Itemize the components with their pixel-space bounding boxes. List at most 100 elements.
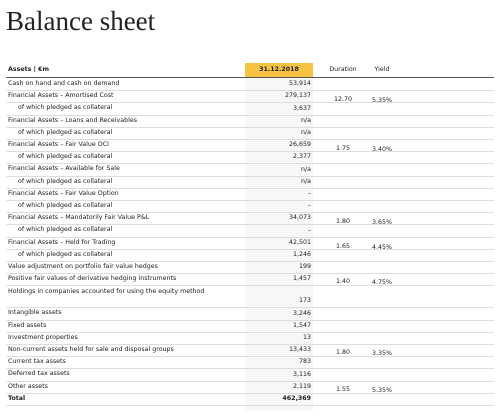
row-value: 1,246	[292, 251, 311, 258]
row-label: Financial Assets – Available for Sale	[8, 165, 120, 173]
yield: 3.40%	[371, 146, 392, 153]
row-value: 462,369	[282, 395, 311, 402]
row-value: 279,137	[284, 92, 311, 100]
row-label: of which pledged as collateral	[18, 104, 113, 112]
duration: 1.80	[335, 349, 351, 356]
row-divider	[6, 248, 494, 250]
title: Balance sheet	[6, 6, 156, 36]
row-label: Financial Assets – Fair Value Option	[8, 189, 119, 197]
row-value: 1,457	[292, 275, 311, 283]
row-value: 53,914	[288, 80, 311, 88]
row-value: 3,246	[292, 309, 311, 317]
duration: 1.80	[335, 218, 351, 226]
yield: 4.75%	[371, 279, 392, 287]
row-divider	[6, 139, 494, 140]
row-label: Other assets	[8, 382, 48, 390]
column-shade	[245, 78, 313, 411]
row-divider	[6, 126, 494, 128]
row-divider	[6, 307, 494, 309]
row-divider	[6, 405, 494, 406]
row-value: –	[307, 202, 311, 210]
row-label: Total	[8, 394, 26, 402]
row-label: Financial Assets – Mandatorily Fair Valu…	[8, 214, 150, 222]
row-divider	[6, 380, 494, 382]
header-highlight	[245, 63, 313, 77]
row-value: –	[307, 190, 311, 197]
row-label: Deferred tax assets	[8, 370, 70, 378]
row-label: Value adjustment on portfolio fair value…	[8, 263, 158, 270]
row-value: 13	[302, 334, 311, 341]
row-divider	[6, 163, 494, 165]
row-label: Investment properties	[8, 333, 78, 341]
row-divider	[6, 344, 494, 345]
row-divider	[6, 319, 494, 321]
duration: 1.40	[335, 278, 351, 286]
header-row	[6, 63, 494, 78]
row-label: Non-current assets held for sale and dis…	[8, 346, 174, 353]
row-label: Holdings in companies accounted for usin…	[8, 288, 205, 296]
row-divider	[6, 187, 494, 189]
row-label: of which pledged as collateral	[18, 128, 113, 136]
row-value: n/a	[301, 129, 311, 136]
row-value: 3,116	[292, 370, 311, 378]
row-label: Financial Assets – Loans and Receivables	[8, 116, 137, 124]
row-label: Intangible assets	[8, 309, 62, 317]
row-divider	[6, 102, 494, 104]
row-label: of which pledged as collateral	[18, 177, 113, 185]
column-header: Duration	[329, 66, 357, 73]
row-label: of which pledged as collateral	[18, 153, 113, 161]
row-label: of which pledged as collateral	[18, 250, 113, 258]
duration: 1.55	[335, 385, 351, 393]
column-header: Yield	[374, 66, 390, 73]
yield: 3.65%	[371, 219, 392, 227]
row-value: 199	[298, 263, 311, 271]
row-value: n/a	[301, 116, 311, 124]
row-label: of which pledged as collateral	[18, 202, 113, 209]
yield: 5.35%	[371, 386, 392, 394]
row-value: 2,377	[292, 153, 311, 161]
row-divider	[6, 224, 494, 226]
row-divider	[6, 151, 494, 153]
row-value: 1,547	[292, 321, 311, 329]
row-divider	[6, 331, 494, 333]
yield: 4.45%	[371, 243, 392, 251]
row-divider	[6, 392, 494, 394]
row-divider	[6, 368, 494, 370]
row-divider	[6, 236, 494, 238]
row-value: –	[307, 226, 311, 234]
row-label: Current tax assets	[8, 358, 66, 366]
duration: 12.70	[333, 96, 353, 104]
row-label: Fixed assets	[8, 321, 47, 329]
yield: 5.35%	[371, 97, 392, 105]
row-label: of which pledged as collateral	[18, 226, 113, 234]
row-label: Positive fair values of derivative hedgi…	[8, 275, 177, 283]
duration: 1.75	[335, 145, 351, 152]
row-divider	[6, 200, 494, 201]
row-divider	[6, 114, 494, 116]
row-divider	[6, 273, 494, 275]
row-label: Financial Assets – Fair Value OCI	[8, 141, 109, 148]
column-header: Assets | €m	[8, 66, 50, 73]
row-value: n/a	[301, 177, 311, 185]
yield: 3.35%	[371, 350, 392, 357]
duration: 1.65	[335, 242, 351, 250]
row-value: 783	[298, 358, 311, 366]
row-value: 2,119	[292, 382, 311, 390]
row-value: 173	[298, 297, 311, 305]
row-divider	[6, 175, 494, 177]
row-value: 3,637	[292, 104, 311, 112]
row-value: 13,433	[288, 346, 311, 354]
row-value: n/a	[301, 165, 311, 173]
row-value: 34,073	[288, 214, 311, 222]
row-value: 42,501	[288, 238, 311, 246]
row-divider	[6, 212, 494, 214]
row-label: Financial Assets – Held for Trading	[8, 238, 116, 246]
row-value: 26,659	[288, 141, 311, 149]
row-divider	[6, 90, 494, 92]
row-label: Cash on hand and cash on demand	[8, 80, 120, 87]
row-divider	[6, 356, 494, 358]
column-header: 31.12.2018	[259, 66, 299, 73]
row-divider	[6, 261, 494, 262]
row-divider	[6, 285, 494, 287]
